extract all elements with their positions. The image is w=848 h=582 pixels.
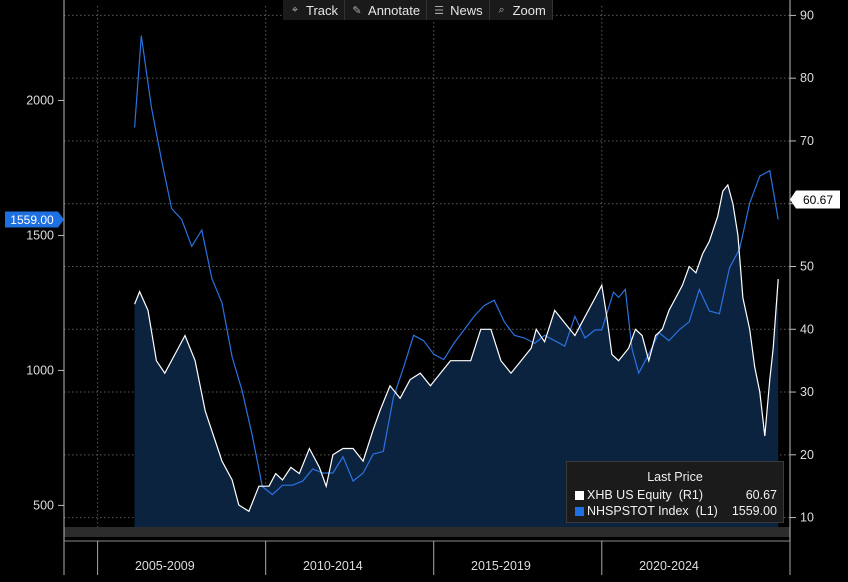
right-axis-ticks: 102030405060708090	[790, 8, 814, 525]
pencil-icon: ✎	[352, 4, 362, 17]
right-tick-label: 90	[800, 8, 814, 22]
left-value-flag: 1559.00	[5, 211, 64, 228]
right-tick-label: 40	[800, 322, 814, 336]
right-value-flag: 60.67	[790, 190, 840, 209]
right-tick-label: 70	[800, 134, 814, 148]
left-flag-shape	[5, 211, 64, 228]
magnifier-icon: ⌕	[498, 3, 505, 16]
right-tick-label: 80	[800, 71, 814, 85]
right-tick-label: 50	[800, 260, 814, 274]
track-button[interactable]: ⌖ Track	[283, 0, 346, 20]
x-tick-label: 2020-2024	[639, 559, 699, 573]
news-button[interactable]: ☰ News	[427, 0, 490, 20]
legend-swatch-xhb	[575, 490, 584, 500]
news-icon: ☰	[434, 4, 445, 17]
chart-toolbar: ⌖ Track ✎ Annotate ☰ News ⌕ Zoom	[283, 0, 553, 20]
xhb-area-fill	[134, 184, 779, 527]
annotate-button[interactable]: ✎ Annotate	[345, 0, 428, 20]
right-flag-shape	[790, 190, 840, 209]
legend: Last Price XHB US Equity (R1) 60.67 NHSP…	[566, 461, 784, 523]
series-line-xhb	[134, 183, 779, 513]
left-tick-label: 2000	[26, 93, 54, 107]
left-axis-ticks: 500 1000 1500 2000	[26, 93, 64, 512]
left-flag-label: 1559.00	[10, 213, 54, 227]
left-tick-label: 1000	[26, 363, 54, 377]
x-axis-ticks: 2005-2009 2010-2014 2015-2019 2020-2024	[135, 559, 699, 573]
left-tick-label: 500	[33, 498, 54, 512]
legend-swatch-nhspstot	[575, 506, 584, 516]
left-tick-label: 1500	[26, 228, 54, 242]
x-tick-label: 2010-2014	[303, 559, 363, 573]
right-tick-label: 30	[800, 385, 814, 399]
legend-item-xhb[interactable]: XHB US Equity (R1) 60.67	[567, 487, 783, 503]
zoom-button[interactable]: ⌕ Zoom	[490, 0, 553, 20]
right-flag-label: 60.67	[803, 193, 833, 207]
series-line-nhspstot	[134, 35, 779, 496]
last-value-flags: 1559.00 60.67	[5, 190, 840, 228]
legend-item-nhspstot[interactable]: NHSPSTOT Index (L1) 1559.00	[567, 503, 783, 519]
crosshair-icon: ⌖	[291, 3, 299, 16]
scroll-band	[64, 527, 790, 537]
legend-title: Last Price	[647, 470, 703, 484]
x-tick-label: 2015-2019	[471, 559, 531, 573]
right-tick-label: 10	[800, 511, 814, 525]
right-tick-label: 20	[800, 448, 814, 462]
x-tick-label: 2005-2009	[135, 559, 195, 573]
